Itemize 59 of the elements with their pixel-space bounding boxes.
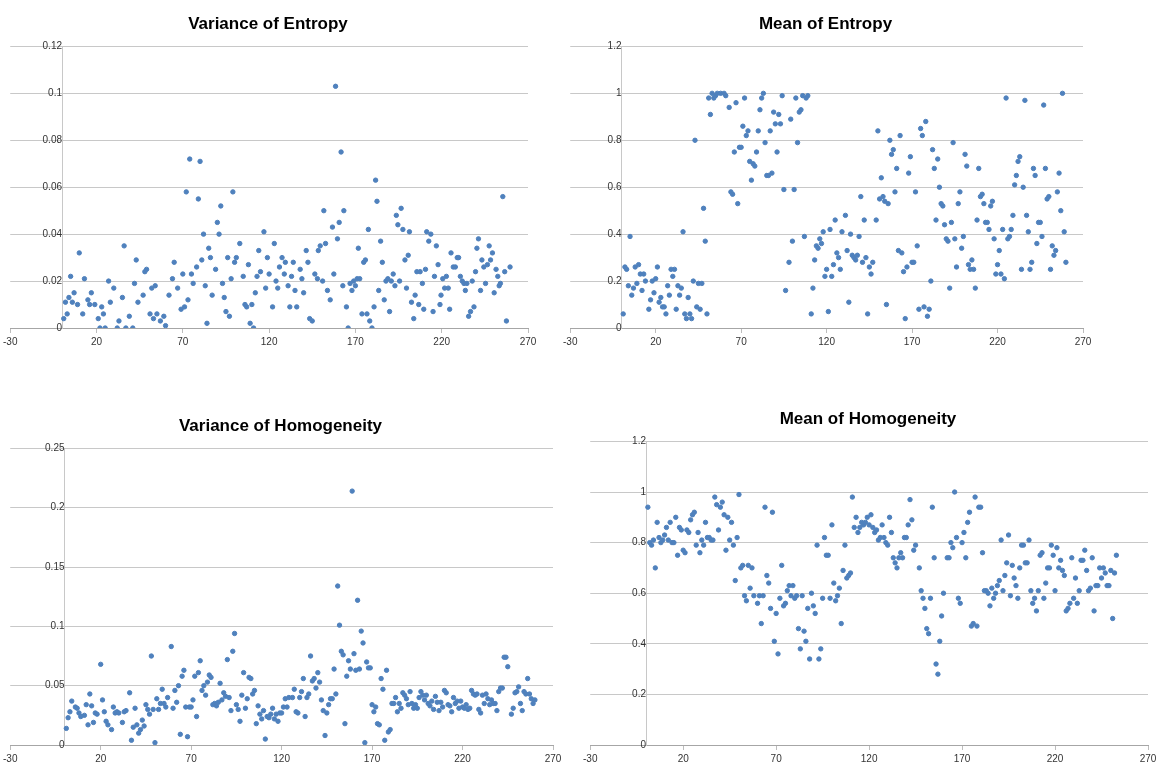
chart-title: Variance of Entropy: [188, 13, 349, 33]
x-tick-label: -30: [563, 335, 578, 347]
x-tick-label: 220: [433, 335, 451, 347]
x-tick-label: 120: [860, 752, 878, 764]
x-tick-label: 20: [95, 752, 107, 764]
y-tick-label: 0: [640, 738, 647, 750]
x-tick-label: 70: [770, 752, 783, 764]
y-tick-label: 0: [58, 738, 65, 750]
x-tick-label: 220: [989, 335, 1007, 347]
x-tick-label: 120: [260, 335, 278, 347]
y-tick-label: 0.08: [42, 134, 63, 146]
y-tick-label: 1.2: [632, 435, 647, 447]
x-tick-label: 70: [735, 335, 748, 347]
x-tick-label: 20: [90, 335, 103, 347]
chart-title: Mean of Entropy: [758, 13, 893, 33]
x-tick-label: 170: [903, 335, 921, 347]
y-tick-label: 0.02: [42, 274, 63, 286]
y-tick-label: 1: [640, 485, 647, 497]
y-tick-label: 0.06: [42, 180, 63, 192]
chart-title: Mean of Homogeneity: [779, 408, 957, 428]
y-tick-label: 0.05: [45, 679, 65, 691]
y-tick-label: 0.25: [45, 442, 65, 454]
chart-title: Variance of Homogeneity: [178, 415, 383, 435]
x-tick-label: 170: [953, 752, 971, 764]
y-tick-label: 0.1: [50, 620, 65, 632]
y-tick-label: 0.12: [42, 40, 63, 52]
x-tick-label: 270: [1074, 335, 1092, 347]
y-tick-label: 0.4: [632, 637, 647, 649]
y-tick-label: 0.2: [607, 274, 622, 286]
x-tick-label: 270: [519, 335, 537, 347]
y-tick-label: 1: [615, 87, 622, 99]
x-tick-label: 70: [185, 752, 198, 764]
x-tick-label: 20: [650, 335, 662, 347]
y-tick-label: 0.2: [632, 688, 647, 700]
x-tick-label: 220: [1046, 752, 1064, 764]
x-tick-label: 270: [1139, 752, 1157, 764]
y-tick-label: 0.1: [48, 87, 63, 99]
x-tick-label: 220: [454, 752, 472, 764]
x-tick-label: -30: [3, 752, 18, 764]
x-tick-label: 170: [347, 335, 365, 347]
x-tick-label: 70: [177, 335, 189, 347]
x-tick-label: 20: [677, 752, 690, 764]
x-tick-label: -30: [3, 335, 18, 347]
y-tick-label: 0.8: [632, 536, 647, 548]
y-tick-label: 0: [615, 321, 622, 333]
y-tick-label: 0.6: [632, 586, 647, 598]
y-tick-label: 0.4: [607, 227, 622, 239]
y-tick-label: 0: [56, 321, 63, 333]
y-tick-label: 0.8: [607, 134, 622, 146]
y-tick-label: 0.2: [50, 501, 65, 513]
y-tick-label: 0.04: [42, 227, 63, 239]
x-tick-label: 170: [363, 752, 381, 764]
x-tick-label: 270: [544, 752, 562, 764]
x-tick-label: -30: [583, 752, 598, 764]
y-tick-label: 0.6: [607, 180, 622, 192]
y-tick-label: 1.2: [607, 40, 622, 52]
y-tick-label: 0.15: [45, 560, 65, 572]
x-tick-label: 120: [818, 335, 836, 347]
x-tick-label: 120: [273, 752, 291, 764]
